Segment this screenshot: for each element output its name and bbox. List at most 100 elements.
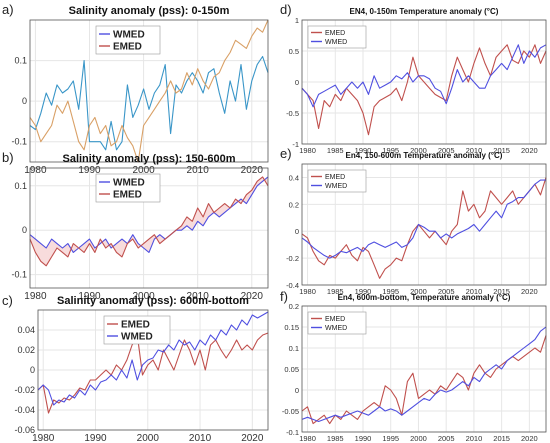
panel-label: e)	[280, 146, 292, 161]
panel-label: f)	[280, 289, 288, 304]
legend-box	[103, 315, 171, 345]
x-tick-label: 2020	[521, 146, 538, 155]
x-tick-label: 1990	[78, 291, 101, 302]
y-tick-label: 0	[22, 225, 27, 235]
axes-frame	[29, 167, 269, 289]
x-tick-label: 1995	[382, 434, 399, 443]
x-tick-label: 2000	[410, 434, 427, 443]
legend: EMED WMED	[307, 311, 367, 335]
legend-label: WMED	[325, 39, 347, 46]
x-tick-label: 2015	[493, 146, 510, 155]
panel-c: c) Salinity anomaly (pss): 600m-bottom 198…	[2, 293, 269, 443]
y-tick-label: -0.5	[286, 109, 299, 118]
panel-label: c)	[2, 293, 13, 308]
y-tick-label: 0.1	[14, 181, 27, 191]
x-tick-label: 2010	[189, 433, 212, 443]
legend-label: EMED	[325, 316, 345, 323]
y-tick-label: -1	[292, 140, 299, 149]
panel-label: a)	[2, 2, 14, 17]
y-tick-label: 0.2	[289, 200, 299, 209]
chart-title: Salinity anomaly (pss): 600m-bottom	[57, 295, 249, 307]
legend-label: EMED	[113, 42, 142, 53]
panel-d: d) EN4, 0-150m Temperature anomaly (°C) 19…	[280, 2, 547, 155]
x-tick-label: 2010	[466, 434, 483, 443]
y-tick-label: 0.15	[284, 323, 299, 332]
y-tick-label: 0.4	[289, 173, 299, 182]
series-line-emed	[301, 44, 547, 136]
panel-label: b)	[2, 150, 14, 165]
series-line-emed	[29, 19, 269, 163]
series-line-emed	[301, 177, 547, 279]
legend-label: WMED	[325, 183, 347, 190]
axes-frame	[37, 309, 269, 431]
series-line-wmed	[37, 311, 269, 406]
series-line-wmed	[29, 55, 269, 151]
x-tick-label: 2020	[241, 291, 264, 302]
panel-label: d)	[280, 2, 292, 17]
y-tick-label: 0.02	[17, 345, 35, 355]
axes-frame	[301, 19, 547, 145]
legend-label: EMED	[113, 190, 142, 201]
x-tick-label: 1980	[299, 146, 316, 155]
y-tick-label: 0.04	[17, 325, 35, 335]
y-tick-label: -0.04	[14, 405, 35, 415]
x-tick-label: 2020	[521, 434, 538, 443]
x-tick-label: 1995	[382, 146, 399, 155]
x-tick-label: 1985	[327, 146, 344, 155]
y-tick-label: 0	[22, 96, 27, 106]
axes-frame	[29, 19, 269, 163]
y-tick-label: -0.05	[282, 407, 299, 416]
legend-label: WMED	[325, 325, 347, 332]
axes-frame	[301, 163, 547, 286]
x-tick-label: 1990	[355, 146, 372, 155]
y-tick-label: 0	[295, 386, 299, 395]
x-tick-label: 2005	[438, 287, 455, 296]
y-tick-label: -0.06	[14, 425, 35, 435]
x-tick-label: 1990	[355, 434, 372, 443]
legend-box	[307, 25, 367, 49]
y-tick-label: 0	[30, 365, 35, 375]
x-tick-label: 1990	[355, 287, 372, 296]
legend-label: WMED	[121, 332, 153, 343]
series-line-wmed	[301, 44, 547, 108]
y-tick-label: -0.02	[14, 385, 35, 395]
legend-label: EMED	[325, 174, 345, 181]
x-tick-label: 2010	[466, 287, 483, 296]
x-tick-label: 2000	[132, 291, 155, 302]
x-tick-label: 1990	[84, 433, 107, 443]
y-tick-label: 0	[295, 227, 299, 236]
legend: EMED WMED	[307, 25, 367, 49]
x-tick-label: 2015	[493, 287, 510, 296]
x-tick-label: 2005	[438, 434, 455, 443]
y-tick-label: -0.4	[286, 281, 299, 290]
series-line-wmed	[301, 326, 547, 423]
x-tick-label: 1985	[327, 434, 344, 443]
x-tick-label: 2000	[410, 287, 427, 296]
x-tick-label: 1980	[24, 291, 47, 302]
x-tick-label: 2015	[493, 434, 510, 443]
series-line-wmed	[29, 176, 269, 253]
chart-title: Salinity anomaly (pss): 150-600m	[62, 153, 235, 165]
chart-title: EN4, 0-150m Temperature anomaly (°C)	[350, 7, 499, 16]
y-tick-label: -0.1	[11, 270, 27, 280]
y-tick-label: 0	[295, 78, 299, 87]
legend-box	[95, 173, 161, 203]
panel-e: e) En4, 150-600m Temperature anomaly (°C)…	[280, 146, 547, 296]
x-tick-label: 1995	[382, 287, 399, 296]
y-tick-label: 0.1	[289, 344, 299, 353]
series-line-emed	[37, 332, 269, 414]
y-tick-label: -0.2	[286, 254, 299, 263]
x-tick-label: 1985	[327, 287, 344, 296]
series-line-emed	[29, 176, 269, 267]
series-line-wmed	[301, 179, 546, 259]
x-tick-label: 2005	[438, 146, 455, 155]
chart-title: En4, 150-600m Temperature anomaly (°C)	[346, 151, 503, 160]
y-tick-label: 0.5	[289, 47, 299, 56]
x-tick-label: 2020	[521, 287, 538, 296]
legend-label: EMED	[325, 30, 345, 37]
legend-label: WMED	[113, 30, 145, 41]
y-tick-label: -0.1	[11, 137, 27, 147]
